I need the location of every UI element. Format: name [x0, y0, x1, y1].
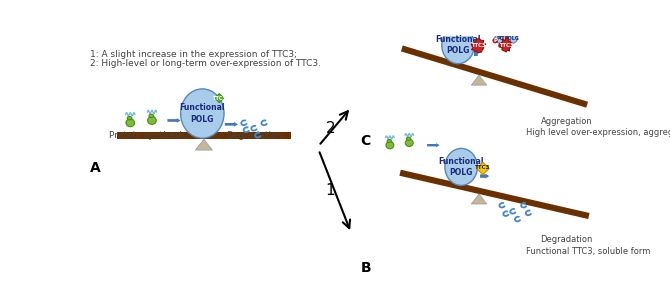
Ellipse shape [147, 117, 156, 124]
Text: PO: PO [497, 36, 505, 41]
Ellipse shape [445, 148, 478, 185]
Ellipse shape [495, 33, 507, 44]
Ellipse shape [405, 139, 413, 147]
FancyArrow shape [168, 118, 181, 123]
Polygon shape [196, 139, 212, 150]
FancyArrow shape [425, 21, 438, 25]
Ellipse shape [181, 89, 224, 138]
Text: Functional
POLG: Functional POLG [438, 157, 484, 177]
Polygon shape [117, 132, 291, 139]
Ellipse shape [387, 139, 391, 142]
Ellipse shape [442, 27, 474, 64]
Text: P: P [493, 38, 497, 43]
Text: 1: A slight increase in the expression of TTC3;: 1: A slight increase in the expression o… [90, 50, 297, 59]
Ellipse shape [500, 32, 505, 37]
Text: 2: High-level or long-term over-expression of TTC3.: 2: High-level or long-term over-expressi… [90, 59, 321, 68]
Text: TTC3: TTC3 [499, 43, 513, 48]
Text: Functional
POLG: Functional POLG [436, 35, 481, 55]
Ellipse shape [126, 119, 135, 127]
Polygon shape [476, 162, 489, 175]
Text: Protein synthesis: Protein synthesis [109, 131, 187, 140]
Text: TTC3: TTC3 [212, 96, 226, 101]
Polygon shape [215, 94, 224, 103]
Ellipse shape [506, 33, 517, 44]
Text: B: B [360, 261, 371, 275]
Ellipse shape [386, 142, 394, 149]
Polygon shape [471, 194, 486, 204]
Text: Functional TTC3, soluble form: Functional TTC3, soluble form [525, 247, 650, 256]
Text: POLG: POLG [504, 36, 519, 41]
Text: Aggregation: Aggregation [541, 117, 593, 126]
FancyArrow shape [473, 48, 479, 56]
FancyArrow shape [225, 122, 238, 127]
Text: Functional
POLG: Functional POLG [180, 103, 225, 124]
FancyArrow shape [427, 143, 440, 147]
Text: High level over-expression, aggregates: High level over-expression, aggregates [525, 128, 670, 137]
Polygon shape [399, 170, 590, 219]
Text: Degradation: Degradation [541, 235, 593, 243]
Polygon shape [471, 39, 486, 53]
Ellipse shape [403, 17, 411, 24]
Ellipse shape [493, 38, 498, 43]
Ellipse shape [407, 137, 411, 140]
Text: Degradation: Degradation [226, 131, 282, 140]
Polygon shape [401, 46, 588, 108]
Ellipse shape [385, 16, 389, 19]
Ellipse shape [404, 15, 409, 18]
Polygon shape [498, 38, 513, 52]
Text: 1: 1 [326, 183, 335, 198]
Ellipse shape [384, 18, 391, 25]
Text: 2: 2 [326, 121, 335, 136]
Text: TTC3: TTC3 [471, 44, 486, 49]
Text: C: C [360, 134, 371, 148]
Ellipse shape [127, 117, 132, 120]
Text: A: A [90, 161, 100, 175]
Ellipse shape [149, 114, 153, 117]
Text: P: P [500, 32, 505, 37]
Text: TTC3: TTC3 [475, 165, 490, 170]
FancyArrow shape [480, 174, 489, 179]
Polygon shape [471, 75, 486, 85]
